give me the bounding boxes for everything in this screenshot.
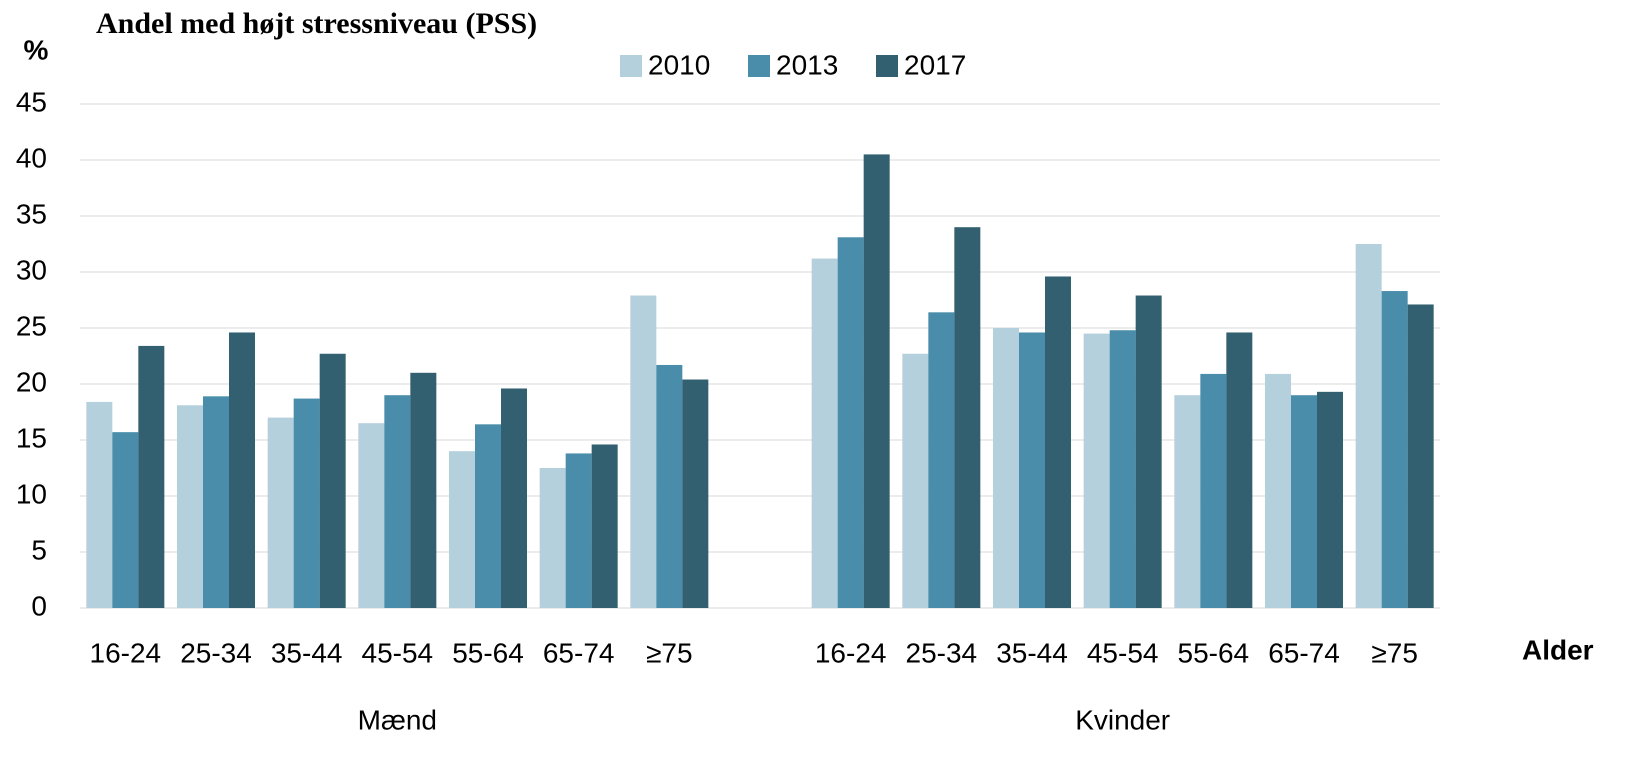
y-axis-label: % — [24, 34, 49, 65]
bar — [954, 227, 981, 608]
bar — [138, 345, 165, 608]
bar — [1226, 332, 1253, 608]
bar — [1381, 291, 1408, 608]
bar — [902, 353, 929, 608]
bar — [1355, 244, 1382, 608]
bar — [539, 468, 566, 608]
bar — [112, 432, 139, 608]
x-tick-label: 45-54 — [1087, 637, 1159, 668]
x-tick-label: 35-44 — [996, 637, 1068, 668]
bar — [1135, 295, 1162, 608]
x-tick-label: 35-44 — [271, 637, 343, 668]
x-tick-label: ≥75 — [646, 637, 693, 668]
bar — [1317, 391, 1343, 608]
bar — [319, 353, 346, 608]
bar — [656, 364, 683, 608]
x-axis-label: Alder — [1522, 634, 1594, 665]
y-tick-label: 45 — [16, 86, 47, 117]
y-tick-label: 15 — [16, 422, 47, 453]
x-tick-label: 55-64 — [1178, 637, 1250, 668]
bar — [1265, 373, 1291, 608]
bar — [203, 396, 229, 608]
group-label: Mænd — [358, 704, 437, 735]
bar — [1200, 373, 1227, 608]
bar — [177, 405, 203, 608]
bar — [267, 417, 294, 608]
bar — [591, 444, 618, 608]
y-tick-label: 30 — [16, 254, 47, 285]
chart-title: Andel med højt stressniveau (PSS) — [96, 7, 537, 40]
x-tick-label: 16-24 — [815, 637, 887, 668]
bar — [358, 423, 385, 608]
legend-swatch — [876, 55, 898, 77]
x-tick-label: 25-34 — [180, 637, 252, 668]
bar — [1045, 276, 1071, 608]
bar — [293, 398, 320, 608]
bar — [1174, 395, 1201, 608]
bar — [86, 401, 113, 608]
x-tick-label: 25-34 — [906, 637, 978, 668]
x-tick-label: 65-74 — [1268, 637, 1340, 668]
bar — [1291, 395, 1317, 608]
bar — [630, 295, 657, 608]
legend-label: 2013 — [776, 49, 838, 80]
bar — [811, 258, 838, 608]
y-tick-label: 35 — [16, 198, 47, 229]
group-label: Kvinder — [1075, 704, 1170, 735]
bar — [837, 237, 864, 608]
x-tick-label: 55-64 — [452, 637, 524, 668]
y-tick-label: 20 — [16, 366, 47, 397]
y-tick-label: 10 — [16, 478, 47, 509]
x-tick-label: 65-74 — [543, 637, 615, 668]
bar — [449, 451, 475, 608]
bar — [682, 379, 709, 608]
bar — [1109, 330, 1136, 608]
y-tick-label: 25 — [16, 310, 47, 341]
bar — [1407, 304, 1434, 608]
y-tick-label: 5 — [31, 534, 47, 565]
legend-swatch — [620, 55, 642, 77]
legend-swatch — [748, 55, 770, 77]
bar — [863, 154, 890, 608]
bar — [410, 372, 437, 608]
bar — [475, 424, 501, 608]
legend-label: 2017 — [904, 49, 966, 80]
x-tick-label: 16-24 — [90, 637, 162, 668]
bar — [993, 328, 1019, 608]
y-tick-label: 0 — [31, 590, 47, 621]
y-tick-label: 40 — [16, 142, 47, 173]
x-tick-label: ≥75 — [1371, 637, 1418, 668]
bar — [1083, 333, 1110, 608]
bar — [229, 332, 255, 608]
bar — [501, 388, 527, 608]
bar — [565, 453, 592, 608]
bar — [928, 312, 955, 608]
legend-label: 2010 — [648, 49, 710, 80]
bar — [1019, 332, 1045, 608]
bar — [384, 395, 411, 608]
x-tick-label: 45-54 — [362, 637, 434, 668]
